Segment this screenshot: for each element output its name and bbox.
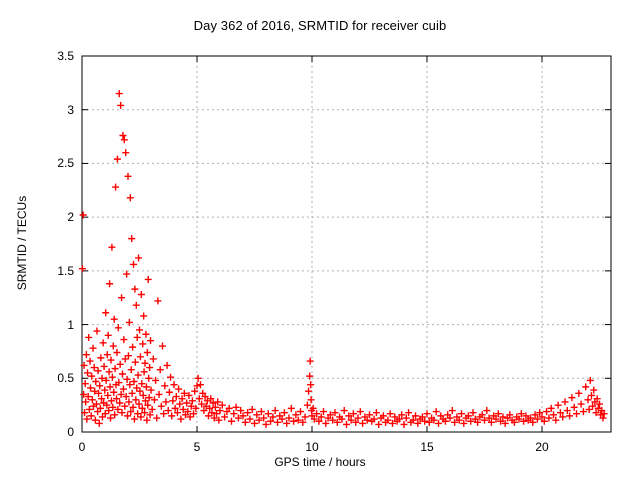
- y-tick-label: 3.5: [57, 49, 74, 63]
- gridlines: [82, 56, 611, 432]
- y-tick-label: 1.5: [57, 263, 74, 278]
- y-tick-label: 2.5: [57, 156, 74, 171]
- y-tick-label: 0: [67, 425, 74, 439]
- x-tick-label: 20: [535, 440, 549, 454]
- y-tick-label: 0.5: [57, 371, 74, 386]
- y-tick-label: 2: [67, 210, 74, 225]
- x-tick-label: 10: [305, 440, 319, 454]
- y-tick-label: 1: [67, 317, 74, 332]
- chart-title: Day 362 of 2016, SRMTID for receiver cui…: [193, 18, 447, 33]
- axis-ticks: [81, 55, 611, 433]
- y-tick-label: 3: [67, 102, 74, 117]
- plot-frame: [81, 55, 612, 433]
- x-axis-label: GPS time / hours: [274, 455, 366, 469]
- x-tick-label: 15: [420, 440, 434, 454]
- data-point-series: [78, 90, 608, 428]
- x-tick-label: 5: [193, 440, 201, 454]
- x-tick-label: 0: [78, 440, 86, 454]
